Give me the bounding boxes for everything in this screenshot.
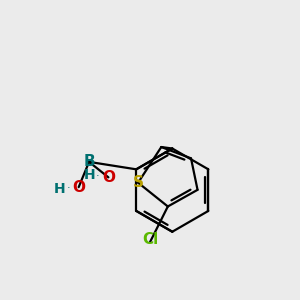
Text: O: O bbox=[72, 180, 85, 195]
Text: Cl: Cl bbox=[142, 232, 158, 247]
Text: H: H bbox=[83, 168, 95, 182]
Text: B: B bbox=[83, 154, 95, 169]
Text: ·: · bbox=[67, 183, 70, 193]
Text: S: S bbox=[133, 175, 144, 190]
Text: ·: · bbox=[96, 171, 100, 181]
Text: H: H bbox=[53, 182, 65, 196]
Text: O: O bbox=[102, 170, 115, 185]
